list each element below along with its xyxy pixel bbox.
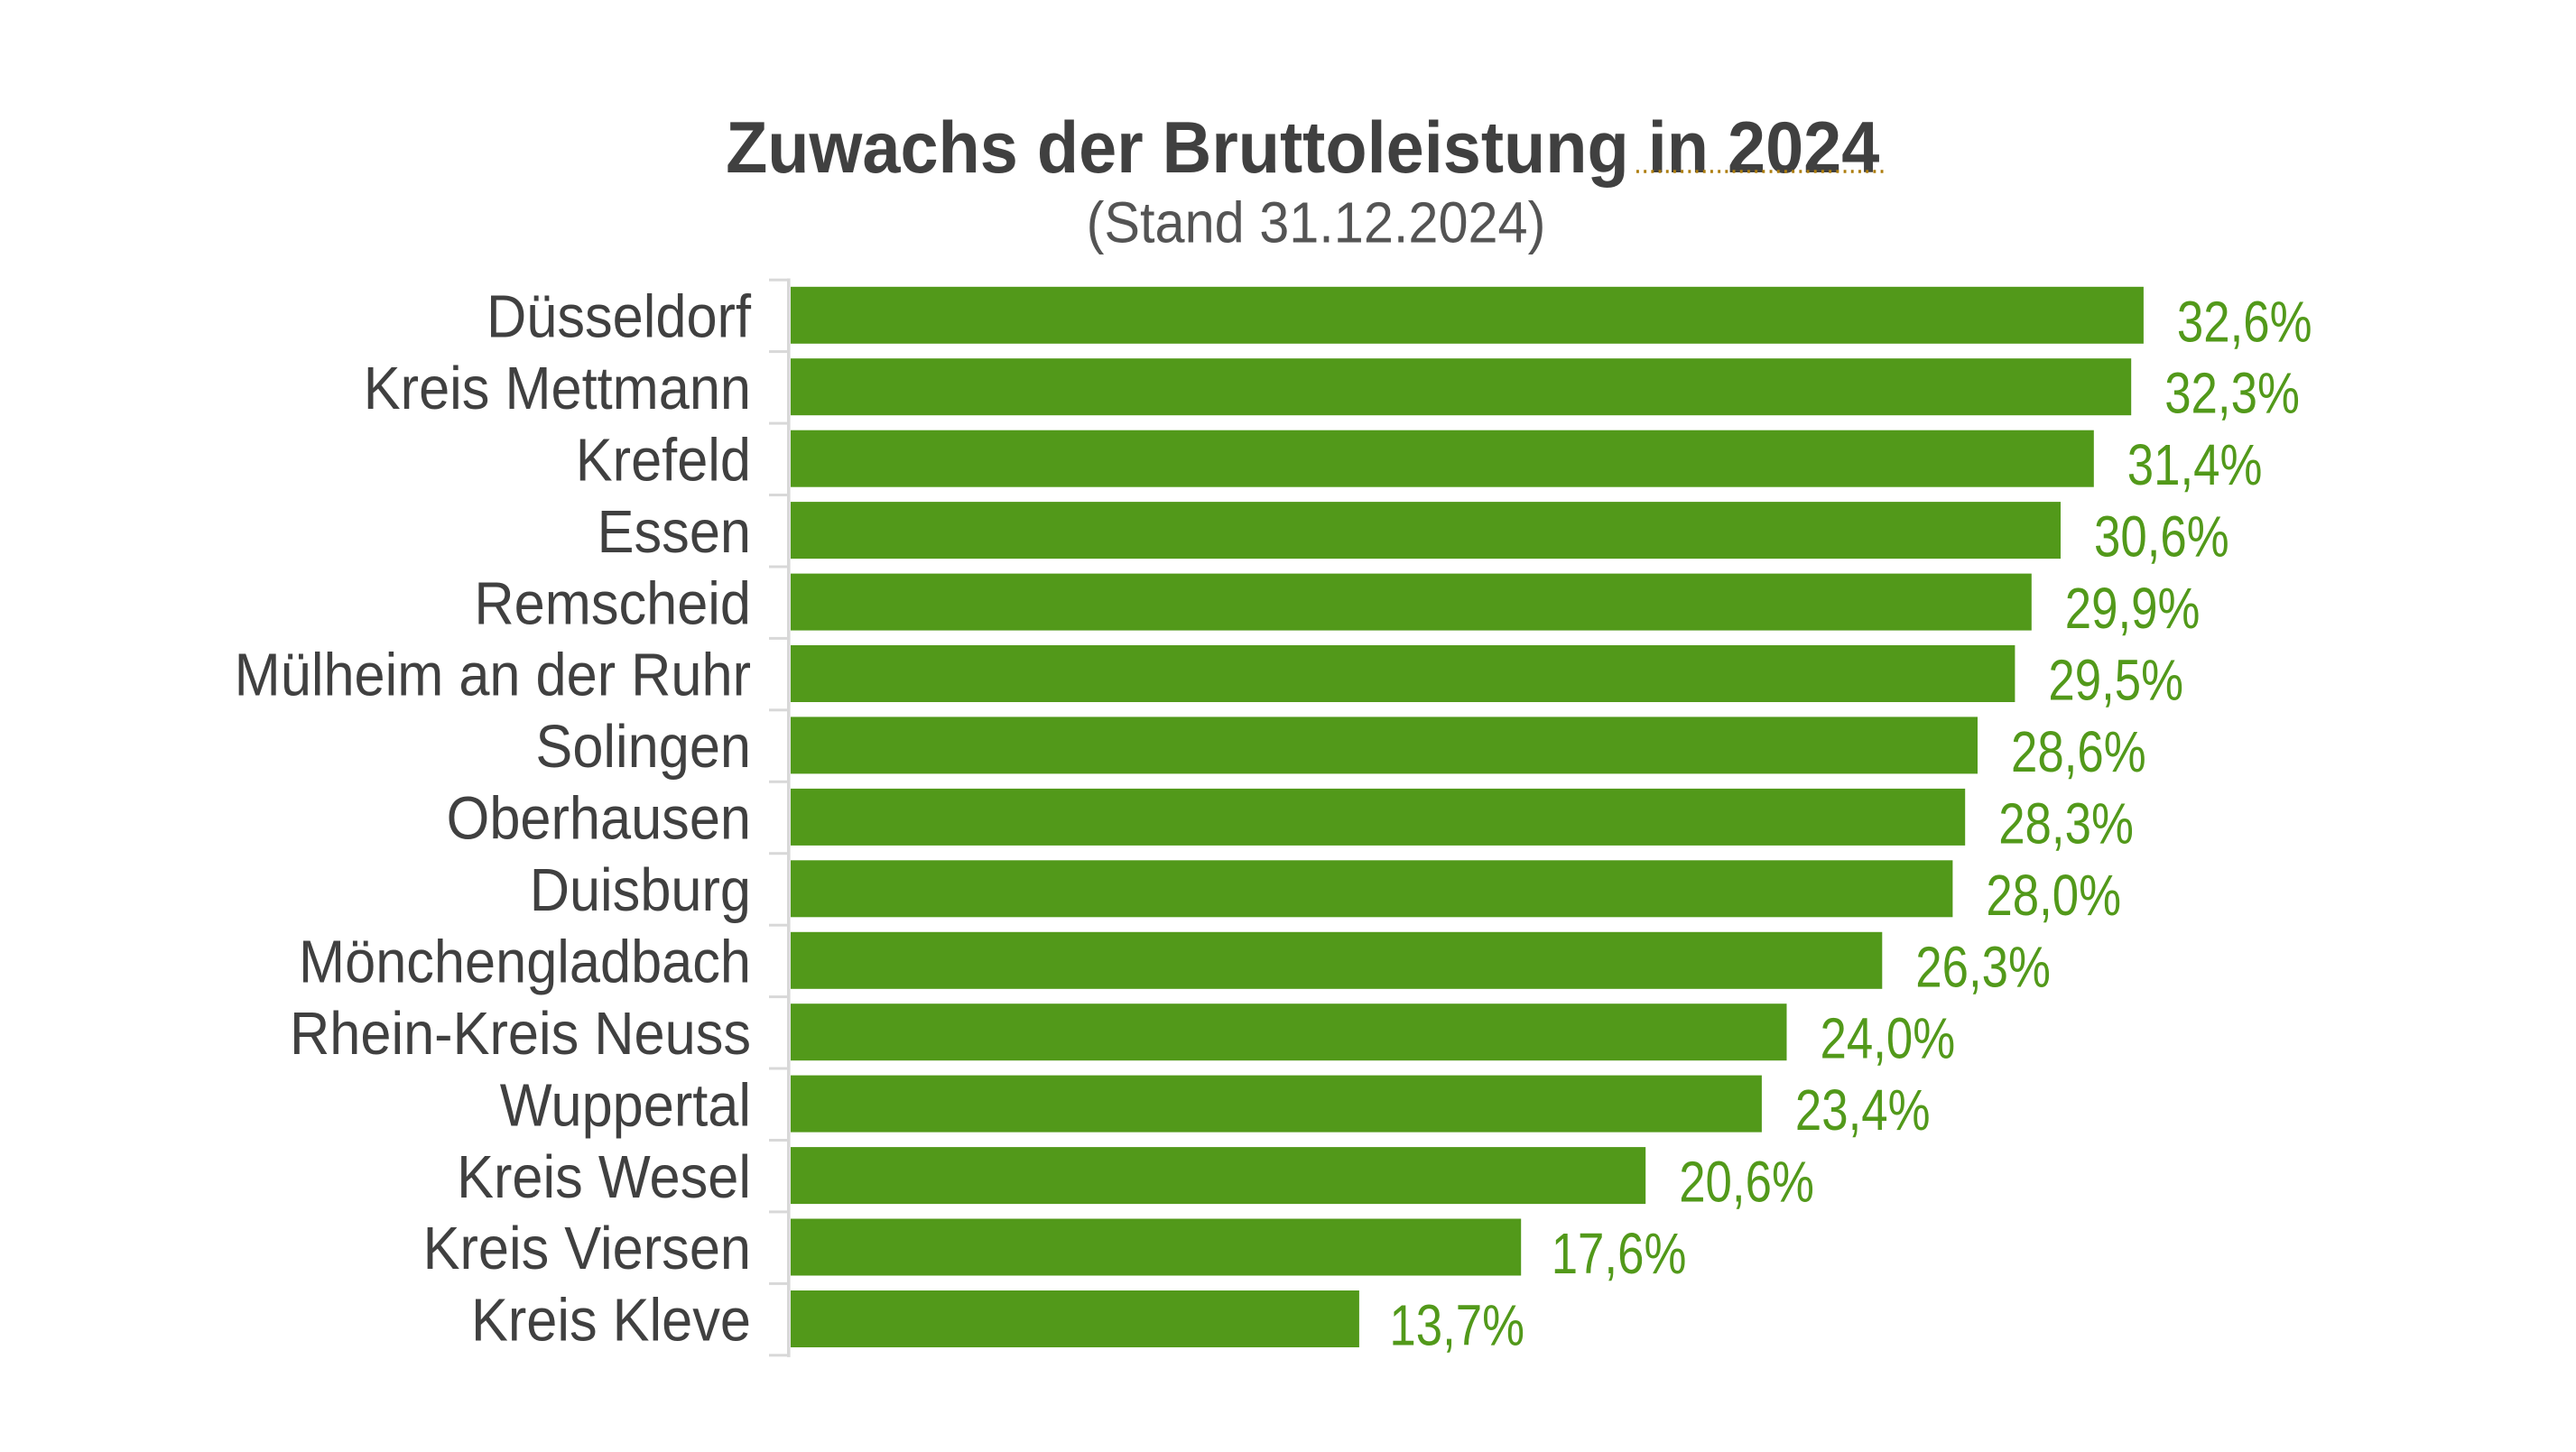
svg-text:Duisburg: Duisburg (530, 856, 751, 924)
svg-text:Kreis Kleve: Kreis Kleve (471, 1286, 751, 1354)
svg-text:Zuwachs der Bruttoleistung in: Zuwachs der Bruttoleistung in 2024 (726, 106, 1880, 189)
svg-text:30,6%: 30,6% (2094, 505, 2229, 569)
svg-text:32,6%: 32,6% (2177, 291, 2312, 355)
svg-text:Krefeld: Krefeld (576, 426, 751, 494)
svg-text:23,4%: 23,4% (1795, 1078, 1931, 1142)
svg-text:Rhein-Kreis Neuss: Rhein-Kreis Neuss (290, 1000, 751, 1068)
svg-text:31,4%: 31,4% (2127, 433, 2263, 497)
svg-text:28,3%: 28,3% (1998, 792, 2134, 856)
svg-text:17,6%: 17,6% (1552, 1222, 1687, 1286)
svg-text:29,9%: 29,9% (2065, 577, 2201, 641)
svg-text:28,6%: 28,6% (2011, 720, 2146, 784)
svg-text:(Stand 31.12.2024): (Stand 31.12.2024) (1087, 191, 1546, 256)
svg-text:20,6%: 20,6% (1679, 1151, 1814, 1215)
svg-text:Wuppertal: Wuppertal (500, 1071, 751, 1139)
svg-text:32,3%: 32,3% (2164, 362, 2300, 426)
svg-text:26,3%: 26,3% (1915, 936, 2051, 1000)
svg-text:Oberhausen: Oberhausen (447, 784, 751, 852)
svg-text:29,5%: 29,5% (2048, 649, 2183, 713)
svg-text:Düsseldorf: Düsseldorf (486, 282, 751, 350)
svg-text:Mülheim an der Ruhr: Mülheim an der Ruhr (235, 641, 751, 708)
svg-text:Remscheid: Remscheid (474, 569, 751, 637)
svg-text:28,0%: 28,0% (1986, 864, 2121, 928)
svg-text:Mönchengladbach: Mönchengladbach (299, 928, 751, 995)
svg-text:Kreis Mettmann: Kreis Mettmann (364, 355, 751, 422)
svg-text:13,7%: 13,7% (1389, 1294, 1524, 1358)
svg-text:Kreis Viersen: Kreis Viersen (423, 1215, 751, 1282)
svg-text:24,0%: 24,0% (1821, 1007, 1956, 1071)
svg-text:Essen: Essen (598, 497, 751, 565)
svg-text:Kreis Wesel: Kreis Wesel (457, 1142, 751, 1210)
svg-text:Solingen: Solingen (535, 713, 751, 781)
